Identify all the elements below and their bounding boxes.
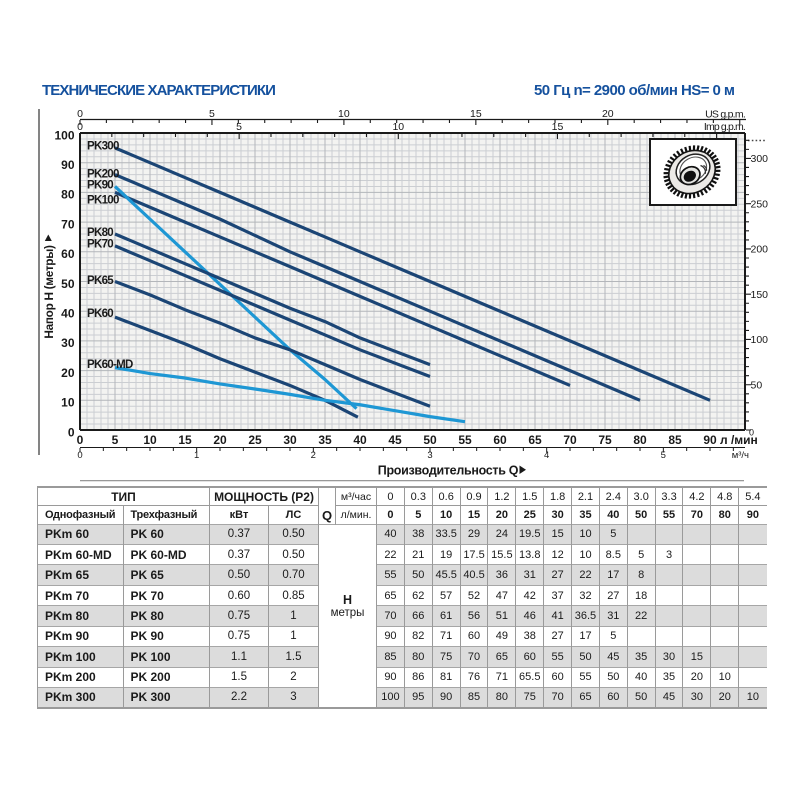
svg-text:10: 10 (392, 121, 404, 133)
svg-text:PK100: PK100 (87, 195, 119, 207)
svg-text:20: 20 (602, 108, 614, 120)
svg-text:100: 100 (54, 128, 74, 142)
svg-text:20: 20 (61, 366, 75, 380)
svg-text:65: 65 (528, 433, 542, 447)
svg-text:Imp g.p.m.: Imp g.p.m. (704, 121, 745, 133)
svg-text:PK70: PK70 (87, 239, 113, 251)
svg-text:35: 35 (318, 433, 332, 447)
svg-text:80: 80 (61, 188, 75, 202)
svg-text:US g.p.m.: US g.p.m. (705, 109, 745, 121)
svg-text:PK300: PK300 (87, 141, 119, 153)
svg-text:5: 5 (209, 108, 215, 120)
svg-text:0: 0 (77, 121, 83, 133)
svg-text:PK60: PK60 (87, 308, 113, 320)
svg-text:40: 40 (353, 433, 367, 447)
svg-text:85: 85 (668, 433, 682, 447)
svg-text:30: 30 (61, 336, 75, 350)
svg-text:200: 200 (751, 244, 769, 256)
svg-text:2: 2 (311, 450, 316, 461)
svg-text:70: 70 (61, 217, 75, 231)
svg-text:PK90: PK90 (87, 180, 113, 192)
svg-text:5: 5 (112, 433, 119, 447)
svg-text:PK200: PK200 (87, 169, 119, 181)
svg-text:0: 0 (77, 108, 83, 120)
svg-text:55: 55 (458, 433, 472, 447)
svg-text:40: 40 (61, 307, 75, 321)
svg-text:100: 100 (751, 334, 769, 346)
svg-text:0: 0 (77, 450, 82, 461)
svg-text:60: 60 (61, 247, 75, 261)
svg-text:л /мин: л /мин (720, 433, 758, 447)
svg-text:150: 150 (751, 289, 769, 301)
svg-text:4: 4 (544, 450, 549, 461)
svg-text:75: 75 (598, 433, 612, 447)
svg-text:250: 250 (751, 198, 769, 210)
svg-text:5: 5 (236, 121, 242, 133)
svg-text:PK80: PK80 (87, 227, 113, 239)
svg-text:15: 15 (470, 108, 482, 120)
svg-text:90: 90 (703, 433, 717, 447)
svg-text:0: 0 (68, 425, 75, 439)
svg-text:Производительность Q: Производительность Q (378, 464, 519, 478)
svg-text:3: 3 (427, 450, 432, 461)
svg-text:Напор Н (метры): Напор Н (метры) (42, 245, 56, 339)
svg-text:PK60-MD: PK60-MD (87, 359, 133, 371)
svg-text:70: 70 (563, 433, 577, 447)
svg-text:0: 0 (77, 433, 84, 447)
svg-text:1: 1 (194, 450, 199, 461)
svg-text:45: 45 (388, 433, 402, 447)
svg-text:50: 50 (61, 277, 75, 291)
svg-text:300: 300 (751, 153, 769, 165)
svg-text:0: 0 (749, 428, 754, 438)
svg-text:10: 10 (143, 433, 157, 447)
svg-text:50: 50 (423, 433, 437, 447)
svg-text:20: 20 (213, 433, 227, 447)
svg-text:30: 30 (283, 433, 297, 447)
svg-text:60: 60 (493, 433, 507, 447)
svg-text:50: 50 (751, 379, 763, 391)
svg-text:15: 15 (178, 433, 192, 447)
svg-text:90: 90 (61, 158, 75, 172)
svg-text:10: 10 (338, 108, 350, 120)
svg-text:м³/ч: м³/ч (732, 450, 749, 461)
svg-text:25: 25 (248, 433, 262, 447)
svg-text:PK65: PK65 (87, 275, 114, 287)
svg-text:10: 10 (61, 396, 75, 410)
svg-text:5: 5 (661, 450, 666, 461)
svg-text:80: 80 (633, 433, 647, 447)
svg-text:15: 15 (552, 121, 564, 133)
